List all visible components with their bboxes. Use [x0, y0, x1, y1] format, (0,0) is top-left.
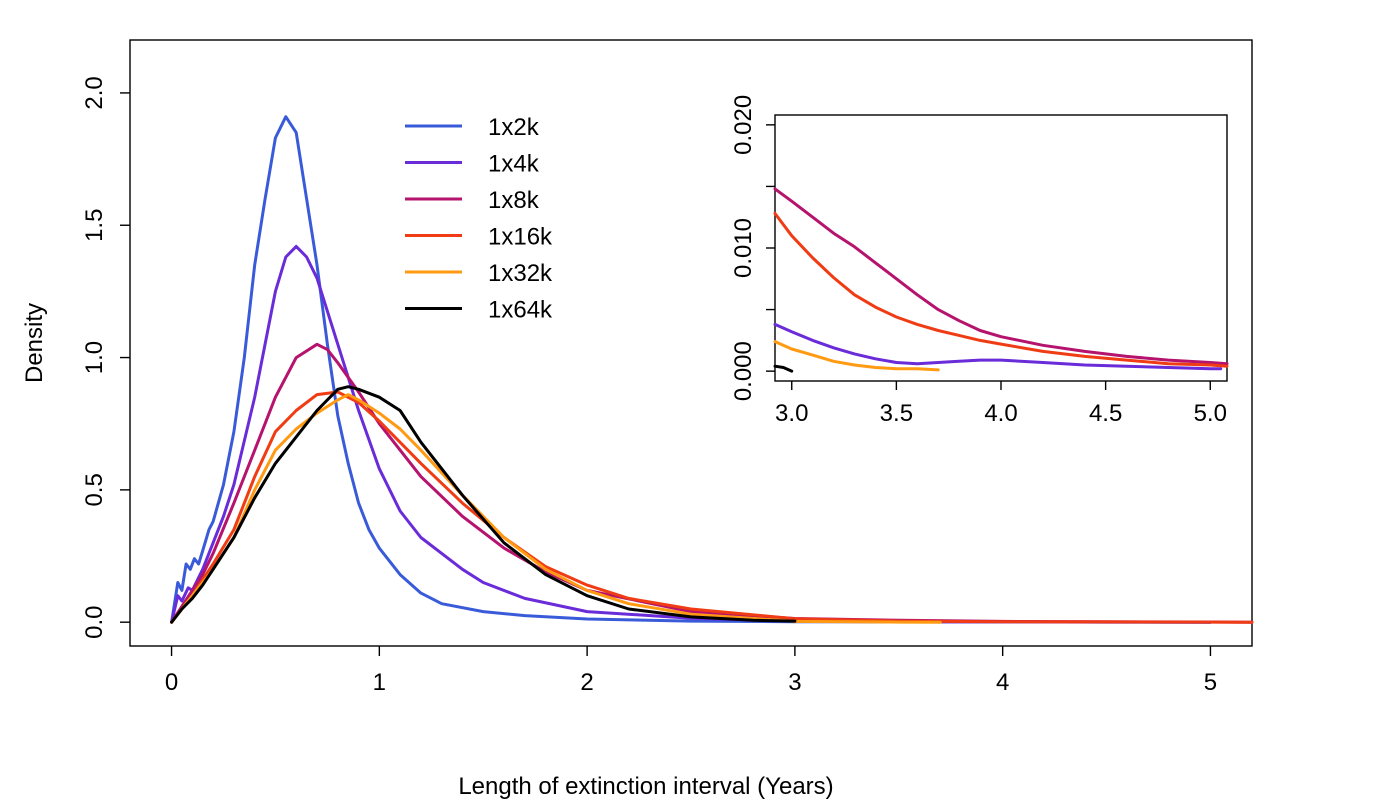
main-series-line-1x64k — [170, 385, 797, 624]
inset-y-tick-label: 0.020 — [730, 95, 757, 155]
main-axes: 0 1 2 3 4 5 0.0 0.5 1.0 1.5 2.0 — [81, 76, 1217, 696]
inset-x-tick-label: 4.0 — [984, 400, 1017, 427]
legend-label-1x2k: 1x2k — [488, 114, 540, 141]
main-series-line-1x32k — [170, 393, 942, 624]
legend-label-1x16k: 1x16k — [488, 224, 553, 251]
legend-label-1x8k: 1x8k — [488, 187, 540, 214]
main-plot-frame — [129, 39, 1253, 647]
x-axis-label: Length of extinction interval (Years) — [458, 773, 833, 800]
main-x-tick-label: 3 — [788, 669, 801, 696]
inset-plot: 3.0 3.5 4.0 4.5 5.0 0.000 0.010 0.020 — [730, 95, 1229, 427]
main-x-tick-label: 2 — [580, 669, 593, 696]
inset-plot-frame — [774, 114, 1228, 382]
main-x-tick-label: 4 — [996, 669, 1009, 696]
legend-label-1x32k: 1x32k — [488, 260, 553, 287]
inset-series-line-1x16k — [773, 212, 1229, 368]
legend: 1x2k 1x4k 1x8k 1x16k 1x32k 1x64k — [405, 114, 553, 324]
main-y-tick-label: 1.5 — [81, 209, 108, 242]
main-series-lines — [170, 115, 1254, 624]
main-y-tick-label: 0.5 — [81, 473, 108, 506]
main-y-tick-label: 0.0 — [81, 605, 108, 638]
main-x-tick-label: 1 — [373, 669, 386, 696]
inset-x-tick-label: 3.0 — [775, 400, 808, 427]
inset-series-line-1x8k — [773, 187, 1229, 366]
inset-series-line-1x32k — [773, 340, 940, 372]
inset-x-tick-label: 5.0 — [1194, 400, 1227, 427]
inset-series-lines — [773, 187, 1229, 373]
main-y-tick-label: 1.0 — [81, 341, 108, 374]
legend-label-1x64k: 1x64k — [488, 297, 553, 324]
main-x-tick-label: 5 — [1204, 669, 1217, 696]
inset-y-tick-label: 0.010 — [730, 218, 757, 278]
main-x-tick-label: 0 — [165, 669, 178, 696]
inset-series-line-1x4k — [773, 322, 1223, 371]
inset-y-tick-label: 0.000 — [730, 341, 757, 401]
main-plot: 0 1 2 3 4 5 0.0 0.5 1.0 1.5 2.0 Length of extincti… — [21, 39, 1254, 800]
legend-label-1x4k: 1x4k — [488, 151, 540, 178]
main-series-line-1x2k — [170, 115, 1212, 624]
y-axis-label: Density — [21, 303, 48, 383]
inset-series-line-1x64k — [773, 364, 794, 373]
inset-x-tick-label: 4.5 — [1089, 400, 1122, 427]
main-y-tick-label: 2.0 — [81, 76, 108, 109]
inset-x-tick-label: 3.5 — [880, 400, 913, 427]
inset-axes: 3.0 3.5 4.0 4.5 5.0 0.000 0.010 0.020 — [730, 95, 1227, 427]
